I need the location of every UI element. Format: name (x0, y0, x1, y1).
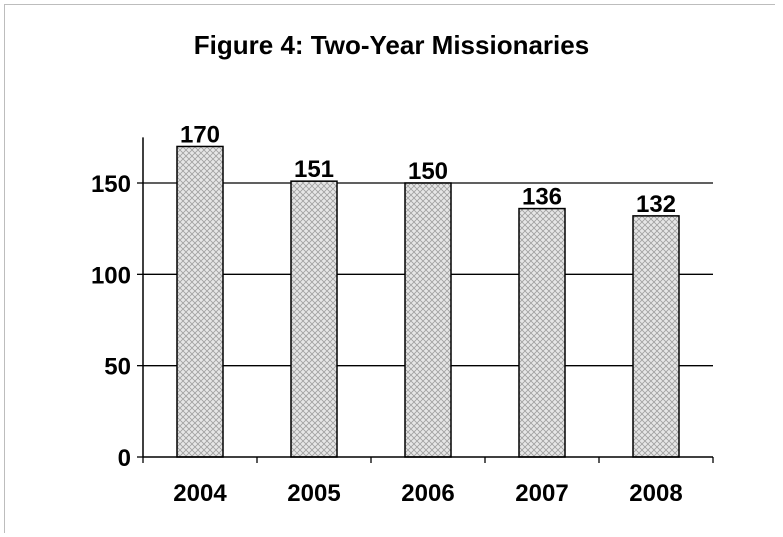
bar-2008 (632, 215, 680, 458)
y-tick-label: 150 (91, 171, 131, 198)
y-tick-label: 50 (104, 354, 131, 381)
bar-2005 (290, 180, 338, 458)
bar-2006 (404, 182, 452, 458)
x-tick-label-2004: 2004 (173, 480, 227, 507)
x-tick-label-2005: 2005 (287, 480, 340, 507)
data-label-2005: 151 (294, 156, 334, 183)
x-tick-label-2007: 2007 (515, 480, 568, 507)
x-tick-label-2006: 2006 (401, 480, 454, 507)
bar-2007 (518, 207, 566, 458)
data-label-2004: 170 (180, 121, 220, 148)
data-label-2006: 150 (408, 158, 448, 185)
bar-2004 (176, 145, 224, 458)
data-label-2008: 132 (636, 191, 676, 218)
data-label-2007: 136 (522, 184, 562, 211)
chart-title: Figure 4: Two-Year Missionaries (193, 30, 590, 60)
x-tick-label-2008: 2008 (629, 480, 682, 507)
y-tick-label: 0 (118, 445, 131, 472)
y-tick-label: 100 (91, 262, 131, 289)
